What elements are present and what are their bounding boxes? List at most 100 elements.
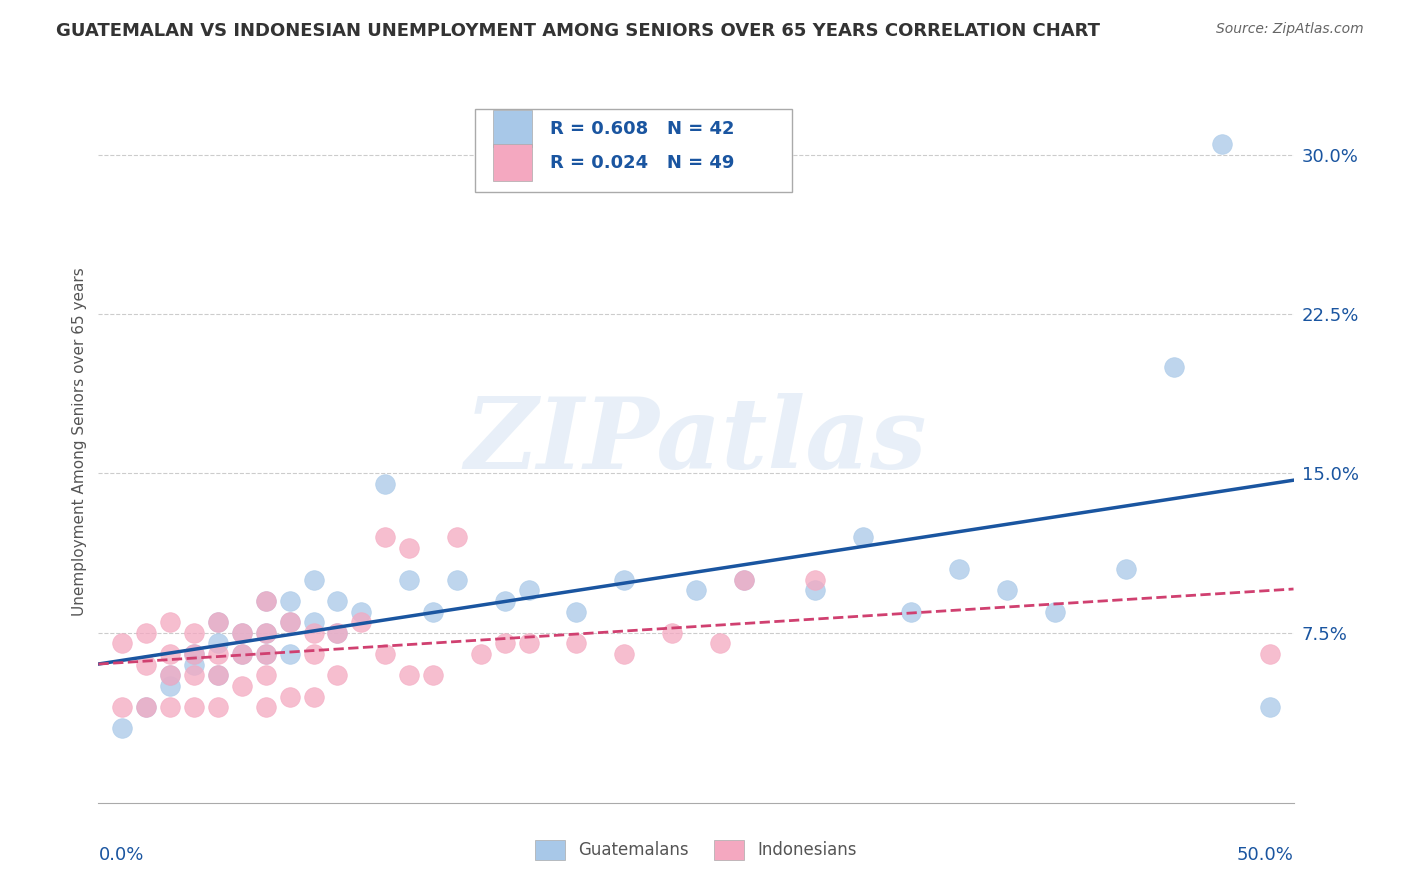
Point bbox=[278, 615, 301, 630]
Point bbox=[733, 573, 755, 587]
Point bbox=[565, 636, 588, 650]
Point bbox=[231, 625, 253, 640]
Text: ZIPatlas: ZIPatlas bbox=[465, 393, 927, 490]
Point bbox=[207, 668, 229, 682]
Point bbox=[254, 647, 277, 661]
Point bbox=[470, 647, 492, 661]
Point bbox=[422, 605, 444, 619]
Point bbox=[254, 625, 277, 640]
Point bbox=[398, 668, 420, 682]
Point bbox=[613, 647, 636, 661]
Point bbox=[254, 625, 277, 640]
Point bbox=[183, 625, 205, 640]
Point bbox=[278, 690, 301, 704]
FancyBboxPatch shape bbox=[494, 110, 533, 147]
Point bbox=[685, 583, 707, 598]
Point bbox=[159, 668, 181, 682]
Point bbox=[374, 647, 396, 661]
Point bbox=[135, 700, 157, 714]
Point bbox=[709, 636, 731, 650]
Point bbox=[207, 636, 229, 650]
Point bbox=[231, 625, 253, 640]
FancyBboxPatch shape bbox=[494, 144, 533, 181]
Text: R = 0.608   N = 42: R = 0.608 N = 42 bbox=[550, 120, 735, 137]
Point bbox=[159, 615, 181, 630]
Point bbox=[804, 583, 827, 598]
Point bbox=[254, 700, 277, 714]
Point bbox=[422, 668, 444, 682]
Point bbox=[326, 668, 349, 682]
Point bbox=[326, 625, 349, 640]
Point bbox=[159, 647, 181, 661]
Point bbox=[135, 657, 157, 672]
Text: GUATEMALAN VS INDONESIAN UNEMPLOYMENT AMONG SENIORS OVER 65 YEARS CORRELATION CH: GUATEMALAN VS INDONESIAN UNEMPLOYMENT AM… bbox=[56, 22, 1101, 40]
Point bbox=[183, 668, 205, 682]
Point bbox=[1163, 360, 1185, 375]
Point bbox=[326, 625, 349, 640]
Point bbox=[900, 605, 922, 619]
Point bbox=[278, 615, 301, 630]
Point bbox=[207, 700, 229, 714]
Point bbox=[302, 615, 325, 630]
Point bbox=[446, 573, 468, 587]
Point bbox=[995, 583, 1018, 598]
Text: R = 0.024   N = 49: R = 0.024 N = 49 bbox=[550, 153, 734, 171]
Point bbox=[183, 657, 205, 672]
Point bbox=[517, 583, 540, 598]
Point bbox=[517, 636, 540, 650]
Point bbox=[446, 530, 468, 544]
Point bbox=[207, 668, 229, 682]
Point bbox=[183, 647, 205, 661]
Text: Source: ZipAtlas.com: Source: ZipAtlas.com bbox=[1216, 22, 1364, 37]
Point bbox=[135, 625, 157, 640]
Point bbox=[254, 594, 277, 608]
Point bbox=[948, 562, 970, 576]
Point bbox=[231, 647, 253, 661]
Point bbox=[254, 668, 277, 682]
Point bbox=[207, 615, 229, 630]
Point bbox=[278, 647, 301, 661]
Point bbox=[1115, 562, 1137, 576]
Point bbox=[350, 615, 373, 630]
Point bbox=[207, 615, 229, 630]
Point bbox=[398, 541, 420, 555]
Point bbox=[494, 594, 516, 608]
Point bbox=[1043, 605, 1066, 619]
Text: 0.0%: 0.0% bbox=[98, 847, 143, 864]
Point bbox=[254, 647, 277, 661]
Legend: Guatemalans, Indonesians: Guatemalans, Indonesians bbox=[529, 833, 863, 867]
Point bbox=[111, 700, 134, 714]
Point bbox=[374, 477, 396, 491]
Point bbox=[852, 530, 875, 544]
FancyBboxPatch shape bbox=[475, 109, 792, 193]
Y-axis label: Unemployment Among Seniors over 65 years: Unemployment Among Seniors over 65 years bbox=[72, 268, 87, 615]
Point bbox=[302, 573, 325, 587]
Point bbox=[565, 605, 588, 619]
Point bbox=[183, 700, 205, 714]
Point bbox=[278, 594, 301, 608]
Point bbox=[231, 679, 253, 693]
Point bbox=[111, 636, 134, 650]
Point bbox=[135, 700, 157, 714]
Point bbox=[159, 700, 181, 714]
Point bbox=[398, 573, 420, 587]
Point bbox=[1258, 647, 1281, 661]
Text: 50.0%: 50.0% bbox=[1237, 847, 1294, 864]
Point bbox=[302, 647, 325, 661]
Point bbox=[159, 668, 181, 682]
Point bbox=[302, 690, 325, 704]
Point bbox=[231, 647, 253, 661]
Point bbox=[804, 573, 827, 587]
Point bbox=[494, 636, 516, 650]
Point bbox=[159, 679, 181, 693]
Point bbox=[661, 625, 683, 640]
Point bbox=[207, 647, 229, 661]
Point bbox=[374, 530, 396, 544]
Point bbox=[733, 573, 755, 587]
Point bbox=[183, 647, 205, 661]
Point bbox=[254, 594, 277, 608]
Point bbox=[302, 625, 325, 640]
Point bbox=[111, 722, 134, 736]
Point bbox=[613, 573, 636, 587]
Point bbox=[350, 605, 373, 619]
